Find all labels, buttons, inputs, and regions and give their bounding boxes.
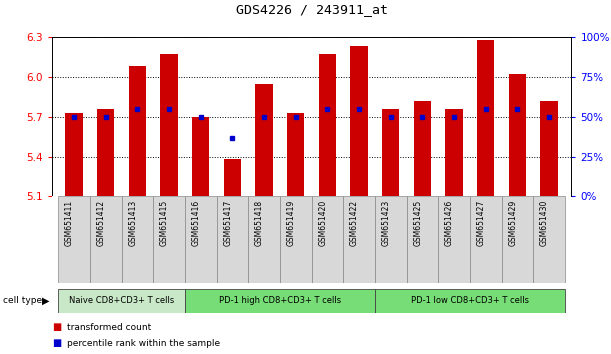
Bar <box>192 117 210 196</box>
Bar <box>129 66 146 196</box>
Text: ▶: ▶ <box>42 296 49 306</box>
Bar <box>509 74 526 196</box>
Bar <box>58 289 185 313</box>
Bar <box>97 109 114 196</box>
Text: GSM651422: GSM651422 <box>350 200 359 246</box>
Text: GSM651416: GSM651416 <box>192 200 201 246</box>
Bar <box>185 196 217 283</box>
Text: GSM651425: GSM651425 <box>414 200 422 246</box>
Text: GSM651415: GSM651415 <box>160 200 169 246</box>
Bar <box>122 196 153 283</box>
Bar <box>280 196 312 283</box>
Bar <box>540 101 558 196</box>
Bar <box>287 113 304 196</box>
Bar <box>445 109 463 196</box>
Bar <box>217 196 248 283</box>
Bar <box>58 196 90 283</box>
Bar <box>533 196 565 283</box>
Bar <box>319 55 336 196</box>
Bar <box>414 101 431 196</box>
Text: PD-1 high CD8+CD3+ T cells: PD-1 high CD8+CD3+ T cells <box>219 296 341 306</box>
Text: cell type: cell type <box>3 296 42 306</box>
Text: GDS4226 / 243911_at: GDS4226 / 243911_at <box>236 3 387 16</box>
Bar <box>470 196 502 283</box>
Bar <box>185 289 375 313</box>
Text: PD-1 low CD8+CD3+ T cells: PD-1 low CD8+CD3+ T cells <box>411 296 529 306</box>
Text: GSM651418: GSM651418 <box>255 200 264 246</box>
Text: GSM651413: GSM651413 <box>128 200 137 246</box>
Bar <box>255 84 273 196</box>
Text: ■: ■ <box>52 338 61 348</box>
Text: GSM651420: GSM651420 <box>318 200 327 246</box>
Bar <box>477 40 494 196</box>
Bar <box>90 196 122 283</box>
Text: GSM651411: GSM651411 <box>65 200 74 246</box>
Bar <box>438 196 470 283</box>
Bar <box>502 196 533 283</box>
Text: GSM651423: GSM651423 <box>382 200 391 246</box>
Bar <box>375 196 406 283</box>
Text: GSM651429: GSM651429 <box>508 200 518 246</box>
Bar <box>382 109 400 196</box>
Text: Naive CD8+CD3+ T cells: Naive CD8+CD3+ T cells <box>69 296 174 306</box>
Bar <box>224 159 241 196</box>
Text: GSM651426: GSM651426 <box>445 200 454 246</box>
Text: GSM651419: GSM651419 <box>287 200 296 246</box>
Text: transformed count: transformed count <box>67 323 152 332</box>
Bar <box>343 196 375 283</box>
Text: ■: ■ <box>52 322 61 332</box>
Bar <box>375 289 565 313</box>
Text: percentile rank within the sample: percentile rank within the sample <box>67 339 221 348</box>
Text: GSM651417: GSM651417 <box>224 200 232 246</box>
Bar <box>350 46 368 196</box>
Bar <box>153 196 185 283</box>
Bar <box>406 196 438 283</box>
Bar <box>65 113 83 196</box>
Text: GSM651412: GSM651412 <box>97 200 106 246</box>
Bar <box>161 55 178 196</box>
Text: GSM651427: GSM651427 <box>477 200 486 246</box>
Text: GSM651430: GSM651430 <box>540 200 549 246</box>
Bar <box>248 196 280 283</box>
Bar <box>312 196 343 283</box>
